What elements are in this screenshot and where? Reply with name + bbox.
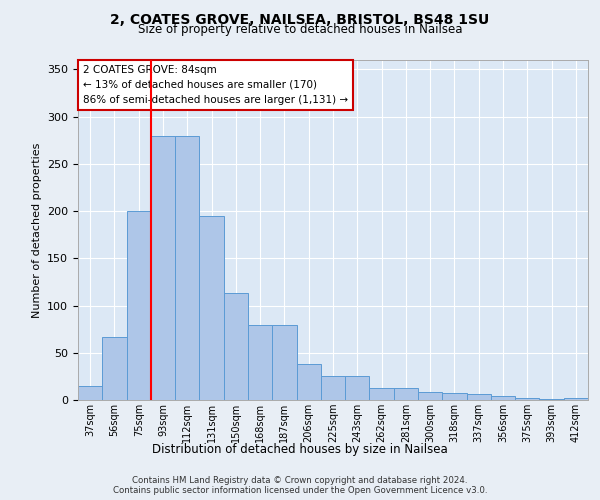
Y-axis label: Number of detached properties: Number of detached properties xyxy=(32,142,41,318)
Text: Distribution of detached houses by size in Nailsea: Distribution of detached houses by size … xyxy=(152,442,448,456)
Bar xyxy=(515,398,539,400)
Bar xyxy=(564,398,588,400)
Text: Contains HM Land Registry data © Crown copyright and database right 2024.: Contains HM Land Registry data © Crown c… xyxy=(132,476,468,485)
Bar xyxy=(127,211,151,400)
Bar xyxy=(539,399,564,400)
Bar xyxy=(467,394,491,400)
Bar xyxy=(345,376,370,400)
Text: Size of property relative to detached houses in Nailsea: Size of property relative to detached ho… xyxy=(138,22,462,36)
Bar xyxy=(175,136,199,400)
Bar xyxy=(296,364,321,400)
Bar xyxy=(442,394,467,400)
Bar xyxy=(491,396,515,400)
Bar xyxy=(224,294,248,400)
Bar xyxy=(272,326,296,400)
Bar xyxy=(418,392,442,400)
Bar xyxy=(248,326,272,400)
Text: Contains public sector information licensed under the Open Government Licence v3: Contains public sector information licen… xyxy=(113,486,487,495)
Bar xyxy=(78,386,102,400)
Bar xyxy=(199,216,224,400)
Bar xyxy=(102,336,127,400)
Bar xyxy=(394,388,418,400)
Bar xyxy=(151,136,175,400)
Text: 2, COATES GROVE, NAILSEA, BRISTOL, BS48 1SU: 2, COATES GROVE, NAILSEA, BRISTOL, BS48 … xyxy=(110,12,490,26)
Bar xyxy=(370,388,394,400)
Bar xyxy=(321,376,345,400)
Text: 2 COATES GROVE: 84sqm
← 13% of detached houses are smaller (170)
86% of semi-det: 2 COATES GROVE: 84sqm ← 13% of detached … xyxy=(83,65,348,104)
